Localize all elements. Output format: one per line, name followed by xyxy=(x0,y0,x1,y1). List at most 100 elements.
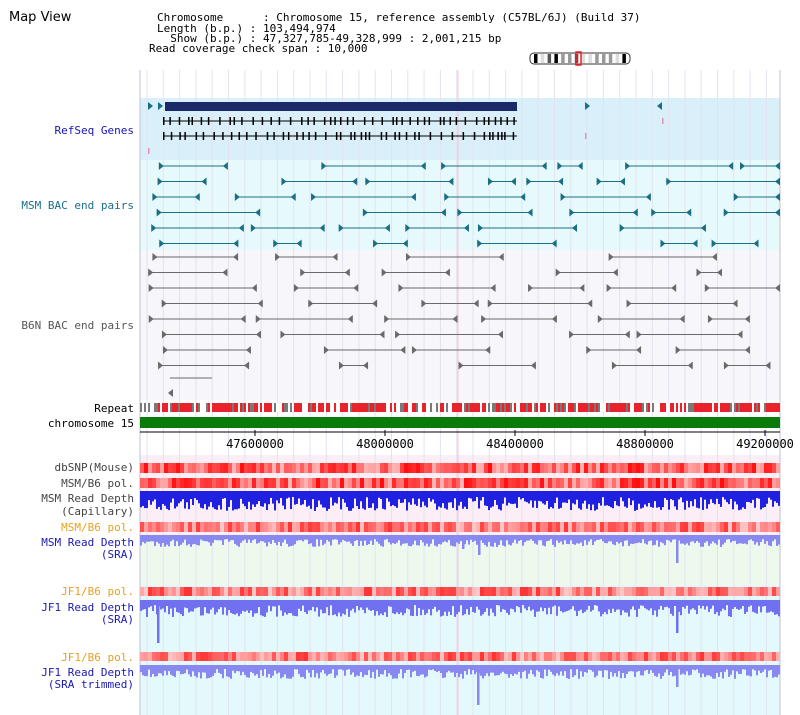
read-depth-bar xyxy=(494,535,496,543)
read-depth-bar xyxy=(306,600,308,614)
read-depth-bar xyxy=(684,665,686,675)
repeat-segment xyxy=(738,403,740,412)
read-depth-bar xyxy=(192,600,194,612)
read-depth-bar xyxy=(292,600,294,616)
polymorphism-cell xyxy=(392,478,396,488)
polymorphism-cell xyxy=(296,478,300,488)
track-label-msm-bac[interactable]: MSM BAC end pairs xyxy=(21,199,134,212)
polymorphism-cell xyxy=(440,478,444,488)
bac-end-arrow xyxy=(338,224,344,232)
repeat-segment xyxy=(444,403,446,412)
read-depth-bar xyxy=(168,535,170,547)
polymorphism-cell xyxy=(364,652,368,661)
gene-strand-arrow xyxy=(585,102,590,110)
read-depth-bar xyxy=(728,491,730,505)
repeat-segment xyxy=(638,403,640,412)
read-depth-bar xyxy=(334,600,336,615)
polymorphism-cell xyxy=(412,478,416,488)
polymorphism-cell xyxy=(268,463,272,473)
repeat-segment xyxy=(362,403,364,412)
repeat-segment xyxy=(308,403,310,412)
read-depth-bar xyxy=(528,535,530,541)
bac-end-arrow xyxy=(723,208,729,217)
read-depth-bar xyxy=(220,600,222,608)
read-depth-bar xyxy=(546,665,548,677)
polymorphism-cell xyxy=(308,478,312,488)
read-depth-bar xyxy=(248,600,250,613)
polymorphism-cell xyxy=(648,652,652,661)
repeat-segment xyxy=(216,403,218,412)
polymorphism-cell xyxy=(548,522,552,532)
read-depth-bar xyxy=(558,491,560,509)
polymorphism-cell xyxy=(408,463,412,473)
msm-bac-track[interactable] xyxy=(151,162,780,248)
read-depth-bar xyxy=(554,665,556,677)
repeat-segment xyxy=(356,403,358,412)
read-depth-bar xyxy=(470,665,472,675)
read-depth-bar xyxy=(574,665,576,676)
repeat-segment xyxy=(252,403,254,412)
read-depth-bar xyxy=(616,600,618,610)
read-depth-bar xyxy=(172,491,174,499)
polymorphism-cell xyxy=(428,587,432,596)
bac-end-arrow xyxy=(444,268,450,277)
read-depth-bar xyxy=(678,491,680,500)
read-depth-bar xyxy=(146,491,148,509)
track-label-refseq-genes[interactable]: RefSeq Genes xyxy=(54,124,134,137)
polymorphism-cell xyxy=(540,478,544,488)
polymorphism-cell xyxy=(684,587,688,596)
polymorphism-cell xyxy=(388,587,392,596)
track-label-b6n-bac[interactable]: B6N BAC end pairs xyxy=(21,319,134,332)
read-depth-bar xyxy=(670,491,672,500)
read-depth-bar xyxy=(408,491,410,503)
bac-end-arrow xyxy=(280,330,286,339)
polymorphism-cell xyxy=(612,478,616,488)
repeat-segment xyxy=(206,403,208,412)
read-depth-bar xyxy=(358,665,360,676)
read-depth-bar xyxy=(174,491,176,509)
read-depth-bar xyxy=(392,491,394,506)
polymorphism-cell xyxy=(712,587,716,596)
bac-end-arrow xyxy=(557,162,563,170)
polymorphism-cell xyxy=(496,587,500,596)
gene-exon xyxy=(392,117,394,125)
read-depth-bar xyxy=(596,600,598,606)
bac-end-arrow xyxy=(332,253,338,261)
repeat-segment xyxy=(624,403,626,412)
polymorphism-cell xyxy=(288,522,292,532)
read-depth-bar xyxy=(202,600,204,616)
polymorphism-cell xyxy=(520,522,524,532)
polymorphism-cell xyxy=(736,478,740,488)
chromosome-ideogram[interactable] xyxy=(529,51,631,66)
repeat-segment xyxy=(730,403,732,412)
read-depth-bar xyxy=(202,535,204,541)
read-depth-bar xyxy=(680,491,682,498)
read-depth-bar xyxy=(198,600,200,608)
read-depth-bar xyxy=(372,535,374,545)
read-depth-bar xyxy=(778,665,780,675)
read-depth-bar xyxy=(458,665,460,678)
read-depth-bar xyxy=(634,491,636,511)
polymorphism-cell xyxy=(540,463,544,473)
read-depth-bar xyxy=(374,491,376,511)
read-depth-bar xyxy=(292,491,294,498)
read-depth-bar xyxy=(430,491,432,502)
read-depth-bar xyxy=(380,600,382,614)
b6n-bac-track[interactable] xyxy=(148,253,780,397)
polymorphism-cell xyxy=(324,478,328,488)
polymorphism-cell xyxy=(476,522,480,532)
polymorphism-cell xyxy=(392,587,396,596)
read-depth-bar xyxy=(682,600,684,607)
repeat-segment xyxy=(456,403,458,412)
read-depth-bar xyxy=(654,491,656,502)
read-depth-bar xyxy=(150,535,152,542)
read-depth-bar xyxy=(520,535,522,540)
read-depth-bar xyxy=(606,535,608,544)
polymorphism-cell xyxy=(356,522,360,532)
read-depth-bar xyxy=(382,600,384,616)
polymorphism-cell xyxy=(696,478,700,488)
refseq-gene-track[interactable] xyxy=(148,102,664,154)
read-depth-bar xyxy=(570,665,572,670)
read-depth-bar xyxy=(312,600,314,607)
read-depth-bar xyxy=(726,600,728,606)
